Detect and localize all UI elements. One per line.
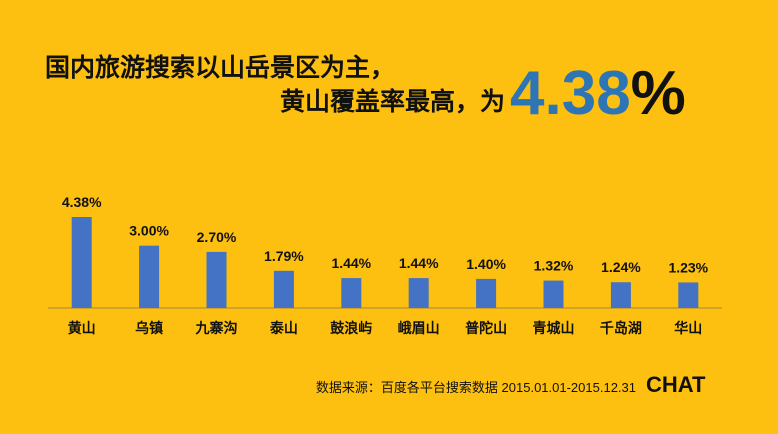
bar <box>71 217 92 308</box>
highlight: 4.38% <box>510 59 686 128</box>
bar <box>206 251 227 308</box>
bar <box>139 245 160 308</box>
x-tick-label: 泰山 <box>269 320 298 336</box>
bar <box>341 278 362 308</box>
x-tick-label: 普陀山 <box>465 320 507 336</box>
x-tick-label: 乌镇 <box>135 320 163 336</box>
bar <box>543 280 564 308</box>
value-label: 1.23% <box>668 259 708 275</box>
value-label: 1.40% <box>466 256 506 272</box>
x-tick-label: 千岛湖 <box>600 320 642 336</box>
title-line: 黄山覆盖率最高，为 <box>280 87 505 116</box>
value-label: 4.38% <box>62 194 102 210</box>
logo: CHAT <box>646 372 706 397</box>
bar <box>273 270 294 308</box>
x-tick-label: 九寨沟 <box>195 320 238 336</box>
value-label: 2.70% <box>197 229 237 245</box>
value-label: 1.79% <box>264 248 304 264</box>
bar <box>476 278 497 308</box>
title-line: 国内旅游搜索以山岳景区为主， <box>45 53 395 82</box>
highlight-unit: % <box>631 59 686 128</box>
bar <box>678 282 699 308</box>
value-label: 3.00% <box>129 223 169 239</box>
value-label: 1.24% <box>601 259 641 275</box>
x-tick-label: 鼓浪屿 <box>330 320 372 336</box>
value-label: 1.32% <box>534 258 574 274</box>
highlight-number: 4.38 <box>510 59 631 128</box>
x-tick-label: 峨眉山 <box>398 320 440 336</box>
x-tick-label: 黄山 <box>68 320 96 336</box>
value-label: 1.44% <box>399 255 439 271</box>
x-tick-label: 华山 <box>674 320 702 336</box>
value-label: 1.44% <box>331 255 371 271</box>
x-tick-label: 青城山 <box>533 320 575 336</box>
bar <box>408 278 429 308</box>
bar <box>610 282 631 308</box>
source: 数据来源：百度各平台搜索数据 2015.01.01-2015.12.31 <box>316 380 636 395</box>
